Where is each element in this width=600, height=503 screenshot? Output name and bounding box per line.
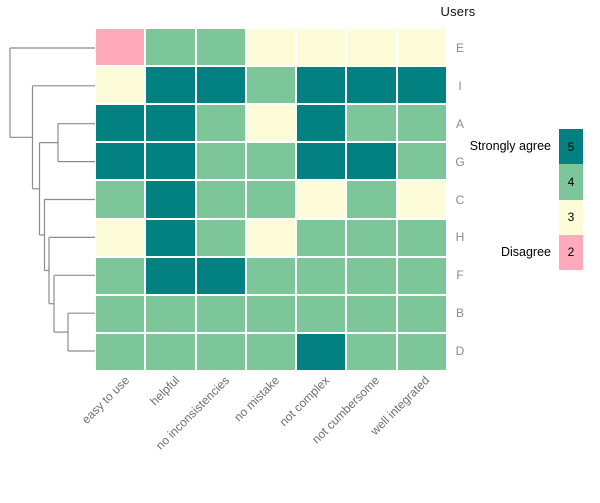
- heatmap-cell-A-1: [96, 105, 145, 142]
- heatmap-cell-G-4: [246, 143, 296, 180]
- heatmap-cell-H-2: [146, 219, 195, 256]
- legend-swatch-4: 4: [559, 164, 583, 200]
- heatmap-cell-I-1: [96, 67, 145, 104]
- heatmap-cell-G-1: [96, 143, 145, 180]
- row-dendrogram: [9, 47, 95, 352]
- row-label-E: E: [455, 40, 464, 55]
- heatmap-cell-H-6: [347, 219, 396, 256]
- heatmap-cell-G-5: [297, 143, 346, 180]
- heatmap-cell-A-2: [146, 105, 195, 142]
- heatmap-cell-I-3: [196, 67, 245, 104]
- heatmap-cell-B-6: [347, 295, 396, 332]
- heatmap-cell-A-6: [347, 105, 396, 142]
- heatmap-cell-D-6: [347, 333, 396, 370]
- heatmap-cell-I-2: [146, 67, 195, 104]
- legend-value: 2: [567, 245, 575, 260]
- heatmap-cell-C-7: [397, 181, 446, 218]
- heatmap-cell-E-5: [297, 29, 346, 66]
- heatmap-cell-D-4: [246, 333, 296, 370]
- heatmap-cell-B-5: [297, 295, 346, 332]
- row-label-I: I: [458, 78, 462, 93]
- heatmap-cell-F-2: [146, 257, 195, 294]
- heatmap-cell-E-2: [146, 29, 195, 66]
- row-label-D: D: [455, 344, 465, 359]
- heatmap-cell-F-5: [297, 257, 346, 294]
- legend-value: 5: [567, 139, 575, 154]
- heatmap-cell-A-5: [297, 105, 346, 142]
- heatmap-cell-D-7: [397, 333, 446, 370]
- heatmap-grid: [96, 29, 446, 370]
- legend-label-disagree: Disagree: [500, 244, 551, 259]
- heatmap-cell-H-1: [96, 219, 145, 256]
- legend-color-bar: 5 4 3 2: [559, 129, 583, 270]
- heatmap-cell-C-4: [246, 181, 296, 218]
- heatmap-cell-G-2: [146, 143, 195, 180]
- heatmap-cell-H-4: [246, 219, 296, 256]
- heatmap-cell-I-4: [246, 67, 296, 104]
- legend-label-strongly-agree: Strongly agree: [469, 139, 551, 154]
- heatmap-cell-D-1: [96, 333, 145, 370]
- heatmap-cell-I-6: [347, 67, 396, 104]
- heatmap-cell-E-6: [347, 29, 396, 66]
- legend-swatch-2: 2: [559, 234, 583, 270]
- heatmap-cell-E-4: [246, 29, 296, 66]
- legend-value: 4: [567, 174, 575, 189]
- legend-swatch-3: 3: [559, 199, 583, 235]
- heatmap-cell-B-1: [96, 295, 145, 332]
- heatmap-cell-E-7: [397, 29, 446, 66]
- legend-swatch-5: 5: [559, 129, 583, 165]
- row-label-B: B: [455, 306, 464, 321]
- heatmap-cell-D-3: [196, 333, 245, 370]
- heatmap-cell-F-4: [246, 257, 296, 294]
- heatmap-cell-G-3: [196, 143, 245, 180]
- heatmap-cell-F-7: [397, 257, 446, 294]
- heatmap-cell-A-3: [196, 105, 245, 142]
- heatmap-cell-G-7: [397, 143, 446, 180]
- row-label-G: G: [455, 154, 465, 169]
- row-label-F: F: [456, 268, 464, 283]
- heatmap-cell-B-4: [246, 295, 296, 332]
- heatmap-cell-F-6: [347, 257, 396, 294]
- heatmap-cell-C-2: [146, 181, 195, 218]
- heatmap-cell-C-1: [96, 181, 145, 218]
- heatmap-cell-C-5: [297, 181, 346, 218]
- heatmap-cell-B-7: [397, 295, 446, 332]
- heatmap-cell-H-7: [397, 219, 446, 256]
- heatmap-cell-A-4: [246, 105, 296, 142]
- row-label-H: H: [455, 230, 465, 245]
- heatmap-cell-D-2: [146, 333, 195, 370]
- heatmap-cell-I-5: [297, 67, 346, 104]
- row-label-A: A: [455, 116, 464, 131]
- heatmap-cell-B-2: [146, 295, 195, 332]
- heatmap-cell-A-7: [397, 105, 446, 142]
- heatmap-cell-I-7: [397, 67, 446, 104]
- heatmap-cell-G-6: [347, 143, 396, 180]
- heatmap-cell-H-3: [196, 219, 245, 256]
- row-label-C: C: [455, 192, 465, 207]
- heatmap-cell-H-5: [297, 219, 346, 256]
- legend-value: 3: [567, 210, 575, 225]
- heatmap-cell-D-5: [297, 333, 346, 370]
- heatmap-cell-C-3: [196, 181, 245, 218]
- plot-title: Users: [440, 4, 476, 19]
- heatmap-cell-E-1: [96, 29, 145, 66]
- heatmap-cell-F-3: [196, 257, 245, 294]
- heatmap-cell-B-3: [196, 295, 245, 332]
- heatmap-cell-E-3: [196, 29, 245, 66]
- heatmap-cell-C-6: [347, 181, 396, 218]
- heatmap-cell-F-1: [96, 257, 145, 294]
